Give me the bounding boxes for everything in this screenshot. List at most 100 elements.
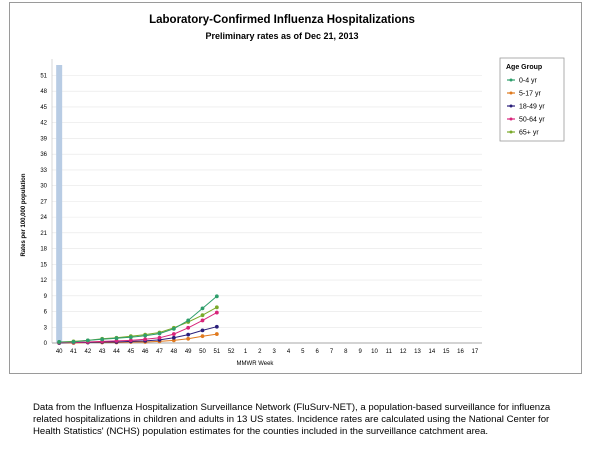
highlight-bar — [56, 65, 63, 343]
y-tick-label: 51 — [40, 73, 47, 79]
x-tick-label: 47 — [156, 349, 163, 355]
legend-label-2: 18-49 yr — [519, 103, 545, 110]
data-point — [200, 306, 205, 311]
y-tick-label: 6 — [44, 310, 48, 316]
x-tick-label: 2 — [258, 349, 262, 355]
x-tick-label: 13 — [414, 349, 421, 355]
data-point — [214, 324, 219, 329]
x-tick-label: 41 — [70, 349, 77, 355]
legend-marker-0 — [509, 78, 513, 82]
x-tick-label: 42 — [84, 349, 91, 355]
x-tick-label: 3 — [272, 349, 276, 355]
x-tick-label: 11 — [386, 349, 393, 355]
data-point — [85, 338, 90, 343]
y-tick-label: 42 — [40, 121, 47, 127]
x-tick-label: 45 — [127, 349, 134, 355]
y-tick-label: 24 — [40, 215, 47, 221]
chart-subtitle: Preliminary rates as of Dec 21, 2013 — [205, 31, 358, 41]
legend-label-1: 5-17 yr — [519, 90, 541, 97]
x-tick-label: 48 — [170, 349, 177, 355]
x-tick-label: 5 — [301, 349, 305, 355]
data-point — [71, 340, 76, 344]
x-tick-label: 16 — [457, 349, 464, 355]
data-point — [200, 328, 205, 333]
legend-marker-4 — [509, 130, 513, 134]
x-tick-label: 7 — [330, 349, 334, 355]
x-tick-label: 43 — [99, 349, 106, 355]
series-line-0 — [59, 295, 218, 343]
data-point — [214, 305, 219, 310]
x-axis-label: MMWR Week — [237, 361, 275, 367]
chart-svg: Laboratory-Confirmed Influenza Hospitali… — [21, 14, 565, 367]
y-tick-label: 45 — [40, 105, 47, 111]
data-point — [186, 325, 191, 330]
data-point — [214, 294, 219, 299]
x-tick-label: 52 — [228, 349, 235, 355]
series-line-3 — [59, 312, 218, 343]
x-tick-label: 8 — [344, 349, 348, 355]
x-tick-label: 6 — [315, 349, 319, 355]
y-tick-label: 9 — [44, 294, 48, 300]
y-tick-label: 39 — [40, 136, 47, 142]
data-point — [186, 318, 191, 323]
y-tick-label: 18 — [40, 247, 47, 253]
data-point — [214, 310, 219, 315]
legend-marker-2 — [509, 104, 513, 108]
footnote: Data from the Influenza Hospitalization … — [33, 402, 551, 437]
legend-marker-1 — [509, 91, 513, 95]
data-point — [200, 313, 205, 318]
chart-title: Laboratory-Confirmed Influenza Hospitali… — [149, 14, 415, 26]
x-tick-label: 1 — [244, 349, 248, 355]
data-point — [157, 331, 162, 336]
x-tick-label: 51 — [213, 349, 220, 355]
x-tick-label: 46 — [142, 349, 149, 355]
legend-box — [499, 57, 565, 142]
data-point — [171, 326, 176, 331]
legend-label-4: 65+ yr — [519, 129, 539, 136]
data-point — [114, 336, 119, 341]
y-tick-label: 27 — [40, 199, 47, 205]
data-point — [171, 335, 176, 340]
y-tick-label: 33 — [40, 168, 47, 174]
x-tick-label: 17 — [471, 349, 478, 355]
x-tick-label: 44 — [113, 349, 120, 355]
y-tick-label: 30 — [40, 184, 47, 190]
legend-label-3: 50-64 yr — [519, 116, 545, 123]
data-point — [143, 333, 148, 338]
legend-marker-3 — [509, 117, 513, 121]
data-point — [100, 337, 105, 342]
x-tick-label: 40 — [56, 349, 63, 355]
y-tick-label: 15 — [40, 262, 47, 268]
data-point — [200, 318, 205, 323]
data-point — [57, 340, 62, 344]
data-point — [214, 332, 219, 336]
data-point — [171, 338, 176, 343]
x-tick-label: 9 — [358, 349, 362, 355]
data-point — [128, 338, 133, 343]
legend-title: Age Group — [506, 64, 542, 71]
y-tick-label: 12 — [40, 278, 47, 284]
x-tick-label: 50 — [199, 349, 206, 355]
x-tick-label: 15 — [443, 349, 450, 355]
y-tick-label: 48 — [40, 89, 47, 95]
x-tick-label: 4 — [287, 349, 291, 355]
x-tick-label: 10 — [371, 349, 378, 355]
data-point — [114, 339, 119, 343]
x-tick-label: 14 — [428, 349, 435, 355]
data-point — [171, 332, 176, 336]
data-point — [186, 332, 191, 337]
x-tick-label: 49 — [185, 349, 192, 355]
data-point — [186, 336, 191, 341]
y-tick-label: 0 — [44, 341, 48, 347]
y-tick-label: 3 — [44, 325, 48, 331]
chart-frame: Laboratory-Confirmed Influenza Hospitali… — [9, 2, 582, 374]
data-point — [128, 335, 133, 340]
y-tick-label: 36 — [40, 152, 47, 158]
data-point — [200, 334, 205, 339]
legend-label-0: 0-4 yr — [519, 77, 538, 84]
y-tick-label: 21 — [40, 231, 47, 237]
y-axis-label: Rates per 100,000 population — [21, 173, 27, 256]
x-tick-label: 12 — [400, 349, 407, 355]
legend: Age Group 0-4 yr 5-17 yr 18-49 yr 50-64 yr 6… — [499, 57, 565, 142]
